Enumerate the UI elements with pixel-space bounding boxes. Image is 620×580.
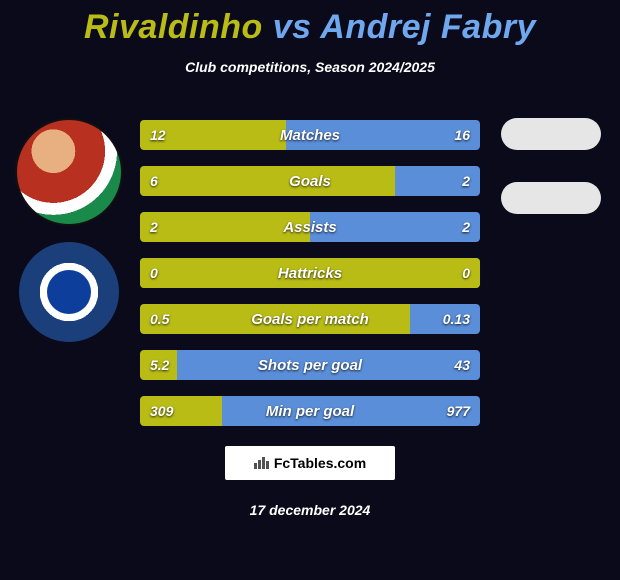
date-label: 17 december 2024 — [0, 502, 620, 518]
player-b-club-placeholder — [501, 182, 601, 214]
stat-row: 0.50.13Goals per match — [140, 304, 480, 334]
bar-player-a — [140, 350, 177, 380]
bar-player-b — [310, 212, 480, 242]
bar-player-a — [140, 120, 286, 150]
bar-player-a — [140, 212, 310, 242]
stats-chart: 1216Matches 62Goals 22Assists 00Hattricks 0.… — [140, 120, 480, 426]
stat-row: 00Hattricks — [140, 258, 480, 288]
bar-player-b — [395, 166, 480, 196]
bar-player-a — [140, 258, 480, 288]
chart-icon — [254, 455, 270, 472]
stat-row: 1216Matches — [140, 120, 480, 150]
player-b-name: Andrej Fabry — [320, 8, 536, 46]
source-logo: FcTables.com — [225, 446, 395, 480]
bar-player-a — [140, 396, 222, 426]
player-a-club-badge — [19, 242, 119, 342]
left-column — [14, 118, 124, 342]
bar-player-a — [140, 304, 410, 334]
player-a-avatar — [15, 118, 123, 226]
stat-row: 62Goals — [140, 166, 480, 196]
bar-player-b — [410, 304, 480, 334]
player-a-name: Rivaldinho — [84, 8, 263, 46]
stat-row: 22Assists — [140, 212, 480, 242]
right-column — [496, 118, 606, 214]
stat-row: 5.243Shots per goal — [140, 350, 480, 380]
player-b-avatar-placeholder — [501, 118, 601, 150]
bar-player-b — [177, 350, 480, 380]
bar-player-a — [140, 166, 395, 196]
bar-player-b — [286, 120, 480, 150]
vs-text: vs — [273, 8, 312, 46]
stat-row: 309977Min per goal — [140, 396, 480, 426]
source-logo-text: FcTables.com — [274, 455, 366, 471]
page-title: Rivaldinho vs Andrej Fabry — [0, 0, 620, 47]
subtitle: Club competitions, Season 2024/2025 — [0, 59, 620, 75]
bar-player-b — [222, 396, 480, 426]
